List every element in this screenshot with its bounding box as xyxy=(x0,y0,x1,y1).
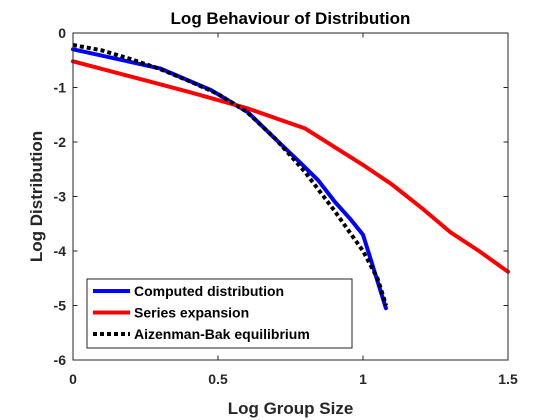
y-tick-label: 0 xyxy=(58,25,66,41)
y-tick-label: -4 xyxy=(54,243,67,259)
legend-label: Aizenman-Bak equilibrium xyxy=(134,326,310,342)
x-tick-label: 0 xyxy=(69,371,77,387)
legend: Computed distribution Series expansion Aiz… xyxy=(86,278,353,349)
series-layer xyxy=(71,43,510,311)
x-tick-label: 0.5 xyxy=(208,371,228,387)
legend-box xyxy=(86,278,353,349)
y-tick-label: -3 xyxy=(54,189,67,205)
series-line-2 xyxy=(71,59,510,274)
x-axis-title: Log Group Size xyxy=(228,399,354,418)
legend-label: Computed distribution xyxy=(134,283,284,299)
y-tick-label: -6 xyxy=(54,352,67,368)
y-tick-label: -1 xyxy=(54,80,67,96)
y-tick-label: -2 xyxy=(54,134,67,150)
chart-title: Log Behaviour of Distribution xyxy=(171,9,411,28)
y-tick-label: -5 xyxy=(54,298,67,314)
axes-layer: 0 0.5 1 1.5 0 -1 -2 -3 -4 -5 -6 xyxy=(54,25,518,387)
x-tick-label: 1 xyxy=(359,371,367,387)
y-axis-title: Log Distribution xyxy=(27,131,46,262)
x-tick-label: 1.5 xyxy=(498,371,518,387)
legend-label: Series expansion xyxy=(134,305,249,321)
series-line-3 xyxy=(72,43,389,307)
